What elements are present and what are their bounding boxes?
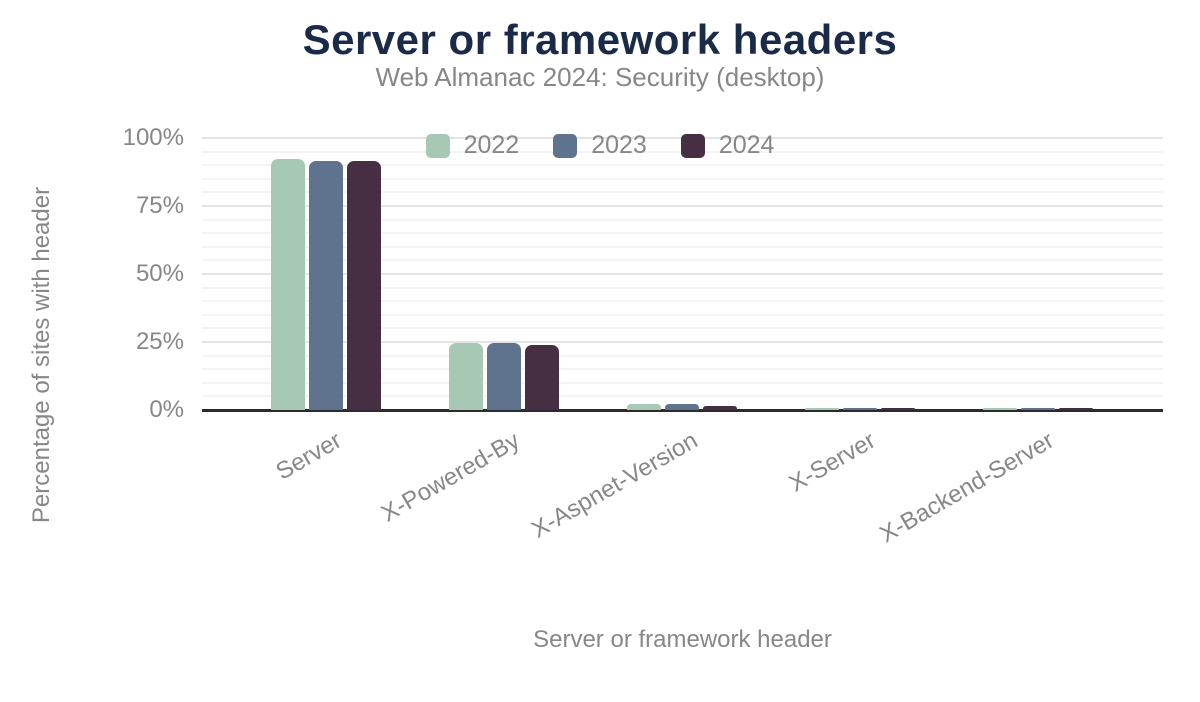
legend-label-2023: 2023 [591, 131, 647, 159]
minor-gridline-10 [202, 381, 1163, 384]
chart-title: Server or framework headers [302, 16, 898, 63]
minor-gridline-30 [202, 327, 1163, 330]
legend-swatch-2024 [680, 133, 705, 158]
major-gridline-50 [202, 273, 1163, 275]
legend: 2022 2023 2024 [0, 131, 1200, 160]
minor-gridline-55 [202, 259, 1163, 262]
x-tick-label-X-Server: X-Server [784, 426, 881, 498]
bar-2022-X-Server[interactable] [805, 408, 839, 410]
minor-gridline-5 [202, 395, 1163, 398]
x-tick-label-Server: Server [271, 426, 347, 486]
x-axis-line [202, 409, 1163, 412]
legend-label-2024: 2024 [718, 131, 775, 159]
minor-gridline-70 [202, 218, 1163, 221]
minor-gridline-80 [202, 191, 1163, 194]
bar-2024-X-Aspnet-Version[interactable] [703, 406, 737, 410]
minor-gridline-65 [202, 232, 1163, 235]
bar-2023-X-Server[interactable] [843, 408, 877, 410]
y-tick-label-25%: 25% [135, 328, 184, 355]
bar-2024-Server[interactable] [347, 161, 381, 410]
bar-2023-X-Backend-Server[interactable] [1021, 408, 1055, 410]
major-gridline-25 [202, 341, 1163, 343]
x-tick-label-X-Aspnet-Version: X-Aspnet-Version [527, 426, 703, 544]
minor-gridline-15 [202, 368, 1163, 371]
y-tick-label-75%: 75% [135, 192, 184, 219]
y-axis-title: Percentage of sites with header [28, 186, 55, 524]
minor-gridline-40 [202, 300, 1163, 303]
major-gridline-75 [202, 205, 1163, 207]
minor-gridline-85 [202, 177, 1163, 180]
bar-2022-X-Backend-Server[interactable] [983, 408, 1017, 410]
bar-2024-X-Powered-By[interactable] [525, 345, 559, 410]
y-tick-label-0%: 0% [149, 396, 184, 423]
legend-item-2024: 2024 [680, 131, 775, 160]
x-tick-label-X-Powered-By: X-Powered-By [376, 426, 525, 528]
bar-2022-X-Powered-By[interactable] [449, 343, 483, 410]
bar-2024-X-Server[interactable] [881, 408, 915, 410]
minor-gridline-35 [202, 313, 1163, 316]
y-tick-label-100%: 100% [122, 124, 184, 151]
bar-2022-Server[interactable] [271, 159, 305, 410]
x-tick-label-X-Backend-Server: X-Backend-Server [875, 426, 1059, 549]
x-axis-title: Server or framework header [533, 626, 832, 653]
bar-2023-X-Powered-By[interactable] [487, 343, 521, 410]
plot-area [202, 137, 1163, 412]
bar-2022-X-Aspnet-Version[interactable] [627, 404, 661, 410]
y-tick-label-50%: 50% [135, 260, 184, 287]
minor-gridline-45 [202, 286, 1163, 289]
legend-swatch-2023 [553, 133, 578, 158]
minor-gridline-60 [202, 245, 1163, 248]
chart-subtitle: Web Almanac 2024: Security (desktop) [375, 62, 825, 92]
legend-item-2022: 2022 [425, 131, 520, 160]
legend-label-2022: 2022 [463, 131, 520, 159]
legend-item-2023: 2023 [553, 131, 647, 160]
minor-gridline-20 [202, 354, 1163, 357]
bar-2023-X-Aspnet-Version[interactable] [665, 404, 699, 410]
legend-swatch-2022 [425, 133, 450, 158]
bar-2023-Server[interactable] [309, 161, 343, 410]
bar-2024-X-Backend-Server[interactable] [1059, 408, 1093, 410]
minor-gridline-90 [202, 164, 1163, 167]
